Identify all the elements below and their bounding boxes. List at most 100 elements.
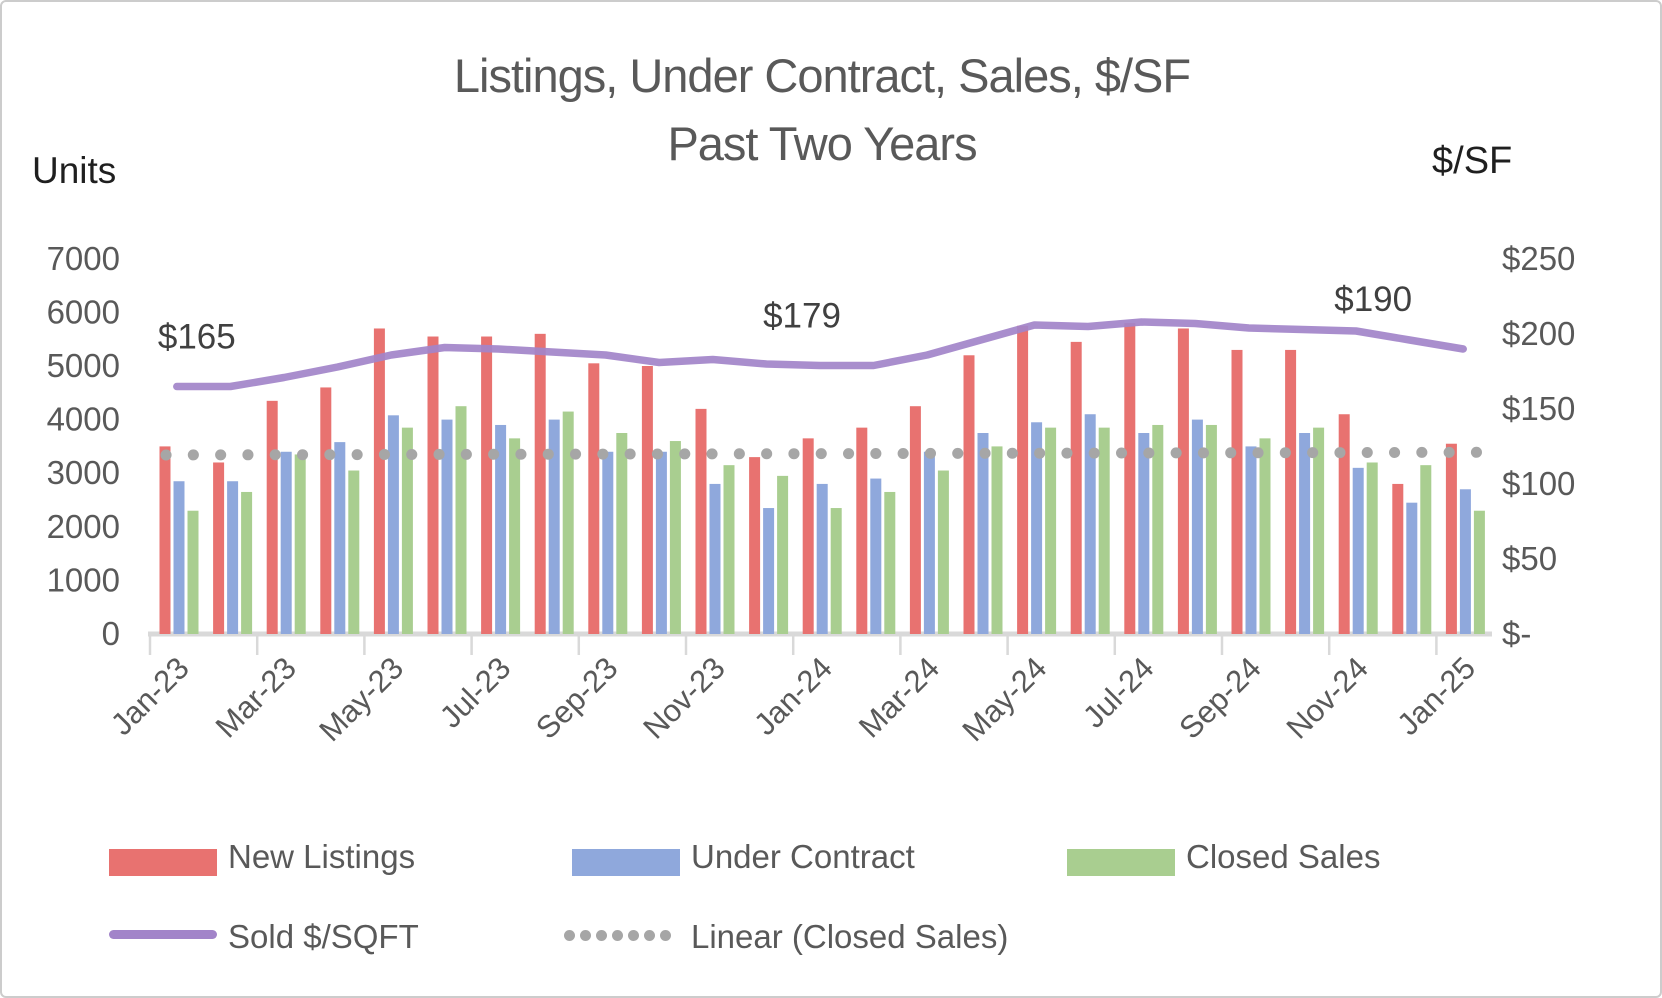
- right-axis-tick-label: $250: [1502, 240, 1575, 277]
- right-axis-title: $/SF: [1432, 140, 1513, 182]
- bar-closed-sales-Jul-24: [1152, 424, 1164, 634]
- bar-under-contract-Jun-24: [1084, 414, 1096, 634]
- bar-new-listings-Aug-23: [534, 333, 546, 634]
- bar-new-listings-Jan-24: [802, 438, 814, 634]
- linear-trend-dots-swatch-icon: [564, 927, 682, 943]
- bar-under-contract-Feb-23: [227, 481, 239, 634]
- bar-under-contract-Dec-24: [1406, 502, 1418, 634]
- bar-new-listings-Aug-24: [1177, 328, 1189, 634]
- bar-under-contract-Aug-24: [1191, 419, 1203, 634]
- right-axis-tick-label: $-: [1502, 615, 1531, 652]
- x-axis-category-label: Sep-23: [529, 650, 624, 745]
- bar-closed-sales-Aug-24: [1205, 424, 1217, 634]
- x-axis-category-label: May-24: [956, 650, 1054, 748]
- bar-under-contract-Jan-23: [173, 481, 185, 634]
- left-axis-tick-label: 5000: [47, 347, 120, 384]
- bar-closed-sales-Feb-24: [884, 491, 896, 634]
- left-axis-title: Units: [32, 150, 117, 191]
- bar-under-contract-Dec-23: [763, 508, 775, 634]
- chart-title-line-1: Listings, Under Contract, Sales, $/SF: [453, 49, 1191, 102]
- x-axis-category-label: Sep-24: [1172, 650, 1267, 745]
- bar-new-listings-Apr-24: [963, 355, 975, 634]
- bar-new-listings-Mar-23: [266, 400, 278, 634]
- x-axis-category-label: Mar-24: [852, 650, 946, 744]
- bar-new-listings-Dec-24: [1392, 483, 1404, 634]
- bar-under-contract-Jun-23: [441, 419, 453, 634]
- point-label-Jan-23: $165: [158, 318, 236, 357]
- left-axis-tick-label: 2000: [47, 508, 120, 545]
- bar-new-listings-Jan-25: [1445, 443, 1457, 634]
- bar-new-listings-Jun-24: [1070, 341, 1082, 634]
- left-axis-tick-label: 7000: [47, 240, 120, 277]
- bar-new-listings-Jul-24: [1124, 323, 1136, 634]
- legend-closed-sales: Closed Sales: [1186, 838, 1381, 875]
- x-axis-category-label: Jan-24: [747, 650, 839, 742]
- chart-title: Listings, Under Contract, Sales, $/SF Pa…: [42, 42, 1602, 178]
- legend-new-listings: New Listings: [228, 838, 416, 875]
- bar-closed-sales-Jun-24: [1098, 427, 1110, 634]
- bar-closed-sales-May-23: [401, 427, 413, 634]
- bar-new-listings-Jul-23: [481, 336, 493, 634]
- bar-under-contract-Jan-25: [1459, 489, 1471, 634]
- line-sold-psf: [173, 318, 1467, 391]
- x-axis-category-label: Jul-24: [1076, 650, 1160, 734]
- bar-new-listings-Sep-24: [1231, 349, 1243, 634]
- left-axis-tick-label: 3000: [47, 454, 120, 491]
- x-axis-category-label: Jan-25: [1390, 650, 1482, 742]
- bar-under-contract-Nov-24: [1352, 467, 1364, 634]
- right-axis-tick-label: $50: [1502, 540, 1557, 577]
- bar-closed-sales-Apr-23: [348, 470, 360, 634]
- bar-closed-sales-Sep-24: [1259, 438, 1271, 634]
- bar-under-contract-Oct-23: [655, 451, 667, 634]
- legend-under-contract: Under Contract: [691, 838, 915, 875]
- bar-under-contract-Sep-24: [1245, 446, 1257, 634]
- bar-under-contract-Aug-23: [548, 419, 560, 634]
- bar-new-listings-Nov-23: [695, 408, 707, 634]
- trendline-linear-closed-sales: [160, 446, 1484, 461]
- sold-psf-line-swatch-icon: [109, 930, 217, 939]
- bar-new-listings-Jan-23: [159, 446, 171, 634]
- closed-sales-swatch-icon: [1067, 849, 1175, 876]
- bar-closed-sales-Oct-24: [1313, 427, 1325, 634]
- bar-closed-sales-Dec-23: [777, 475, 789, 634]
- bar-new-listings-Dec-23: [749, 457, 761, 634]
- bar-closed-sales-Dec-24: [1420, 465, 1432, 634]
- bar-under-contract-Apr-23: [334, 442, 346, 634]
- bar-under-contract-Jul-23: [495, 424, 507, 634]
- under-contract-swatch-icon: [572, 849, 680, 876]
- bar-closed-sales-Jan-23: [187, 510, 199, 634]
- bar-closed-sales-Mar-23: [294, 454, 306, 634]
- x-axis-category-label: Nov-23: [636, 650, 731, 745]
- bar-new-listings-Jun-23: [427, 336, 439, 634]
- right-axis-tick-label: $150: [1502, 390, 1575, 427]
- bar-closed-sales-Oct-23: [669, 441, 681, 634]
- x-axis-category-label: Jan-23: [104, 650, 196, 742]
- bar-closed-sales-Jun-23: [455, 406, 467, 634]
- bar-new-listings-Sep-23: [588, 363, 600, 634]
- bar-under-contract-May-23: [387, 415, 399, 634]
- point-label-Jan-24: $179: [763, 297, 841, 336]
- bar-under-contract-Nov-23: [709, 483, 721, 634]
- bar-closed-sales-May-24: [1045, 427, 1057, 634]
- bar-under-contract-Oct-24: [1299, 433, 1311, 634]
- chart-title-line-2: Past Two Years: [667, 117, 977, 171]
- bar-under-contract-Sep-23: [602, 451, 614, 634]
- bar-new-listings-May-24: [1017, 325, 1029, 634]
- left-axis-tick-label: 1000: [47, 561, 120, 598]
- bar-closed-sales-Sep-23: [616, 433, 628, 634]
- bar-closed-sales-Nov-23: [723, 465, 735, 634]
- bar-closed-sales-Jan-24: [830, 508, 842, 634]
- bar-new-listings-Feb-23: [213, 462, 225, 634]
- bar-under-contract-Feb-24: [870, 478, 882, 634]
- bar-new-listings-Apr-23: [320, 387, 332, 634]
- bar-under-contract-May-24: [1031, 422, 1043, 634]
- bar-new-listings-Nov-24: [1338, 414, 1350, 634]
- x-axis-category-label: Jul-23: [433, 650, 517, 734]
- x-axis-category-label: May-23: [312, 650, 410, 748]
- right-axis-tick-label: $100: [1502, 465, 1575, 502]
- x-axis-category-label: Nov-24: [1280, 650, 1375, 745]
- bar-new-listings-Mar-24: [909, 406, 921, 634]
- new-listings-swatch-icon: [109, 849, 217, 876]
